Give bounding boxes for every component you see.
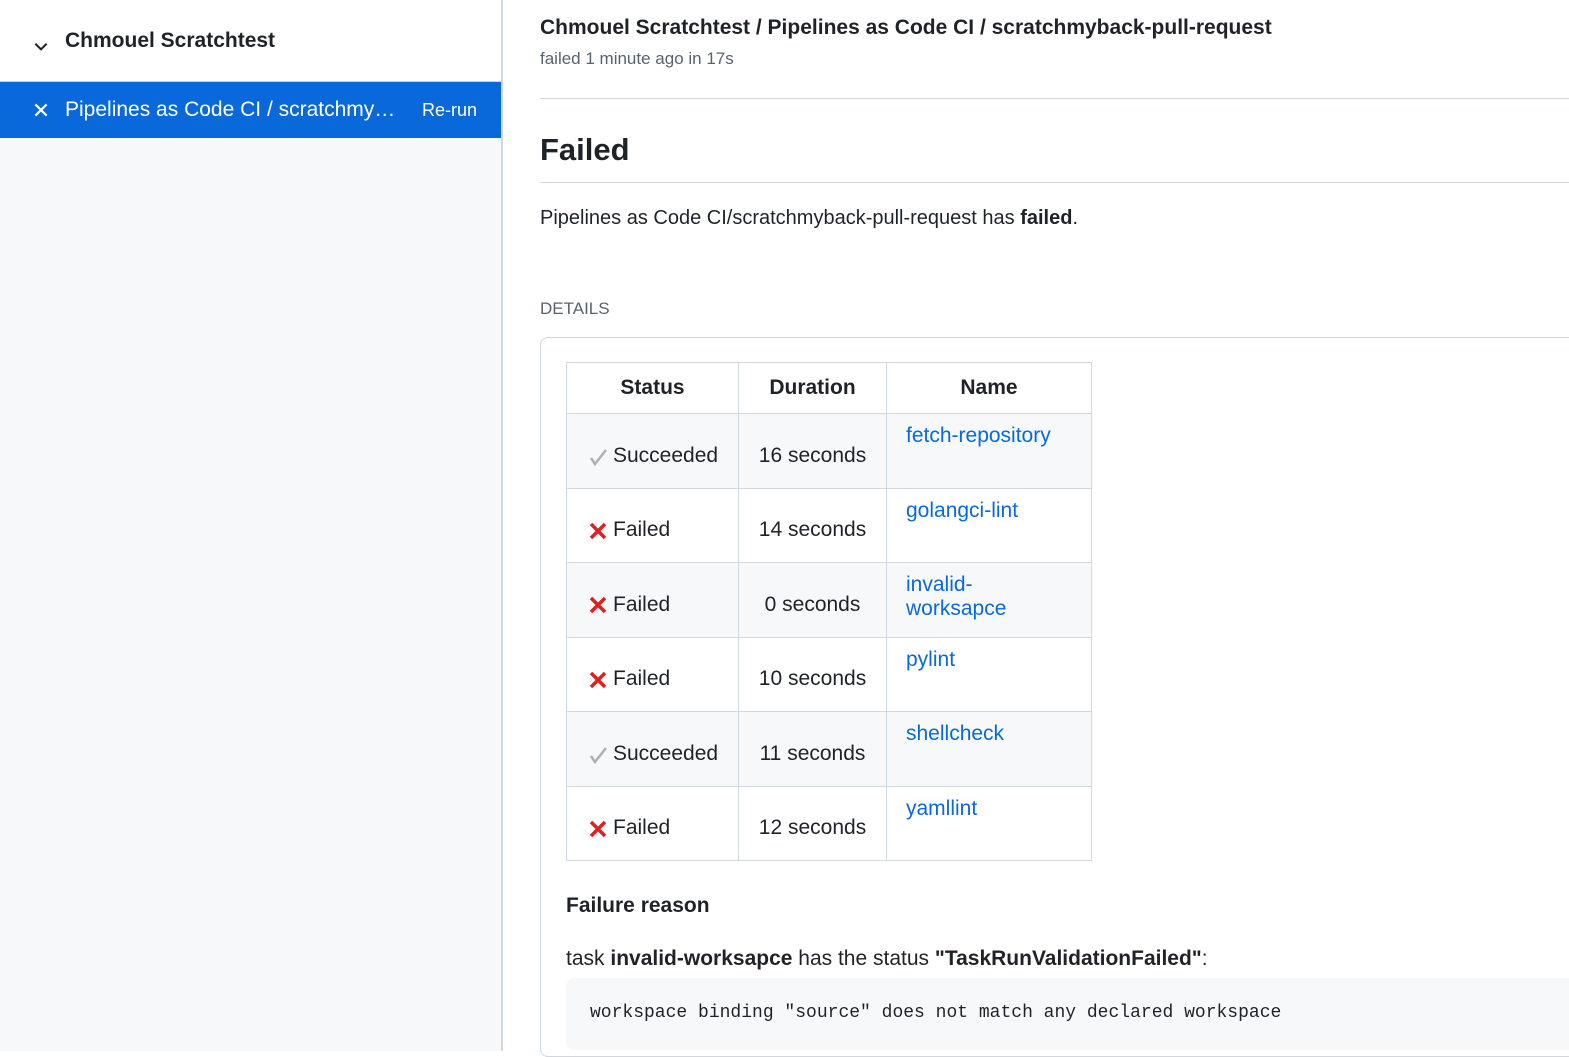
status-text: Succeeded <box>613 443 719 467</box>
failure-task-text: task invalid-worksapce has the status "T… <box>566 947 1208 971</box>
error-code-block: workspace binding "source" does not matc… <box>566 978 1569 1050</box>
failed-x-icon <box>589 522 607 539</box>
summary-text: Pipelines as Code CI/scratchmyback-pull-… <box>540 207 1078 230</box>
task-link[interactable]: invalid-worksapce <box>906 573 1007 620</box>
summary-prefix: Pipelines as Code CI/scratchmyback-pull-… <box>540 207 1021 229</box>
run-subtitle: failed 1 minute ago in 17s <box>540 49 734 68</box>
status-cell: Succeeded <box>566 711 739 787</box>
summary-suffix: . <box>1072 207 1079 229</box>
name-cell: invalid-worksapce <box>886 562 1092 638</box>
failed-x-icon <box>589 596 607 614</box>
column-header-name: Name <box>886 362 1092 414</box>
success-check-icon <box>589 747 607 765</box>
table-row: Succeeded 16 seconds fetch-repository <box>566 413 1092 489</box>
duration-cell: 11 seconds <box>738 711 887 787</box>
status-cell: Failed <box>566 487 739 563</box>
status-cell: Failed <box>566 636 739 712</box>
status-text: Failed <box>613 667 671 691</box>
status-cell: Succeeded <box>566 413 739 489</box>
task-link[interactable]: golangci-lint <box>906 498 1019 522</box>
name-cell: yamllint <box>886 785 1092 861</box>
table-row: Failed 14 seconds golangci-lint <box>566 487 1092 563</box>
duration-cell: 16 seconds <box>738 413 887 489</box>
chevron-down-icon[interactable] <box>32 37 50 55</box>
task-link[interactable]: yamllint <box>906 796 978 820</box>
task-suffix: : <box>1201 947 1208 970</box>
divider <box>540 182 1569 183</box>
check-run-label: Pipelines as Code CI / scratchmyback-pul… <box>65 98 405 121</box>
page-title: Chmouel Scratchtest / Pipelines as Code … <box>540 16 1272 39</box>
details-box: Status Duration Name Succeeded 16 second… <box>540 337 1569 1057</box>
details-label: DETAILS <box>540 299 610 318</box>
status-heading: Failed <box>540 132 630 167</box>
success-check-icon <box>589 449 607 467</box>
status-text: Failed <box>613 518 671 542</box>
duration-cell: 0 seconds <box>738 562 887 638</box>
table-row: Failed 10 seconds pylint <box>566 636 1092 712</box>
duration-cell: 14 seconds <box>738 487 887 563</box>
column-header-status: Status <box>566 362 739 414</box>
failed-x-icon <box>589 820 607 837</box>
task-mid: has the status <box>792 947 935 970</box>
name-cell: fetch-repository <box>886 413 1092 489</box>
status-text: Failed <box>613 592 671 616</box>
failure-reason-heading: Failure reason <box>566 894 710 917</box>
status-cell: Failed <box>566 562 739 638</box>
status-cell: Failed <box>566 785 739 861</box>
failed-x-icon <box>589 671 607 688</box>
table-row: Failed 0 seconds invalid-worksapce <box>566 562 1092 638</box>
duration-cell: 10 seconds <box>738 636 887 712</box>
task-name: invalid-worksapce <box>610 947 793 970</box>
task-status: "TaskRunValidationFailed" <box>934 947 1202 970</box>
name-cell: shellcheck <box>886 711 1092 787</box>
summary-status: failed <box>1020 207 1073 229</box>
table-row: Failed 12 seconds yamllint <box>566 785 1092 861</box>
name-cell: golangci-lint <box>886 487 1092 563</box>
divider <box>540 98 1569 99</box>
task-link[interactable]: shellcheck <box>906 722 1005 745</box>
task-table: Status Duration Name Succeeded 16 second… <box>566 362 1092 861</box>
status-text: Failed <box>613 816 671 840</box>
check-run-item[interactable]: Pipelines as Code CI / scratchmyback-pul… <box>0 82 501 138</box>
table-row: Succeeded 11 seconds shellcheck <box>566 711 1092 787</box>
close-icon <box>34 103 48 117</box>
column-header-duration: Duration <box>738 362 887 414</box>
sidebar: Chmouel Scratchtest Pipelines as Code CI… <box>0 0 503 1051</box>
status-text: Succeeded <box>613 741 719 765</box>
name-cell: pylint <box>886 636 1092 712</box>
repo-header[interactable]: Chmouel Scratchtest <box>0 0 501 82</box>
task-link[interactable]: pylint <box>906 647 956 671</box>
task-prefix: task <box>566 947 611 970</box>
task-link[interactable]: fetch-repository <box>906 424 1051 447</box>
duration-cell: 12 seconds <box>738 785 887 861</box>
repo-name: Chmouel Scratchtest <box>65 28 276 52</box>
rerun-button[interactable]: Re-run <box>421 99 477 120</box>
